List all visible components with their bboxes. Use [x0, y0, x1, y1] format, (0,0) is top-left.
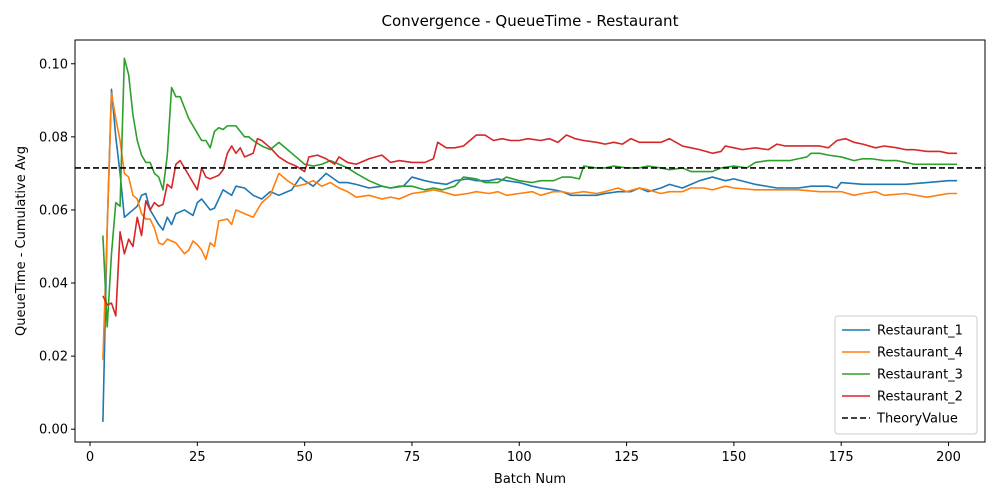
chart-title: Convergence - QueueTime - Restaurant — [382, 12, 679, 30]
legend-label: Restaurant_3 — [877, 368, 963, 383]
x-tick-label: 100 — [507, 450, 532, 465]
x-axis: 0 25 50 75 100 125 150 175 200 — [86, 442, 961, 465]
series-line-restaurant-3 — [102, 57, 958, 328]
series-line-restaurant-4 — [102, 92, 958, 360]
series-line-restaurant-2 — [102, 134, 958, 317]
y-tick-label: 0.08 — [39, 130, 68, 145]
legend-label: Restaurant_2 — [877, 390, 963, 405]
x-tick-label: 150 — [721, 450, 746, 465]
x-tick-label: 75 — [404, 450, 421, 465]
y-tick-label: 0.02 — [39, 350, 68, 365]
x-tick-label: 0 — [86, 450, 94, 465]
y-tick-label: 0.10 — [39, 57, 68, 72]
y-axis-title: QueueTime - Cumulative Avg — [14, 146, 29, 336]
x-tick-label: 125 — [614, 450, 639, 465]
y-tick-label: 0.04 — [39, 277, 68, 292]
legend: Restaurant_1 Restaurant_4 Restaurant_3 Rest… — [834, 315, 978, 435]
plot-frame — [74, 39, 986, 443]
y-axis: 0.00 0.02 0.04 0.06 0.08 0.10 — [39, 57, 75, 438]
x-tick-label: 50 — [296, 450, 313, 465]
legend-label: Restaurant_1 — [877, 324, 963, 339]
plot-area — [75, 57, 985, 422]
x-tick-label: 200 — [936, 450, 961, 465]
legend-label: TheoryValue — [876, 412, 958, 427]
y-tick-label: 0.06 — [39, 203, 68, 218]
legend-box — [834, 315, 978, 435]
y-tick-label: 0.00 — [39, 423, 68, 438]
legend-label: Restaurant_4 — [877, 346, 963, 361]
x-tick-label: 175 — [829, 450, 854, 465]
x-axis-title: Batch Num — [494, 472, 566, 487]
x-tick-label: 25 — [189, 450, 206, 465]
